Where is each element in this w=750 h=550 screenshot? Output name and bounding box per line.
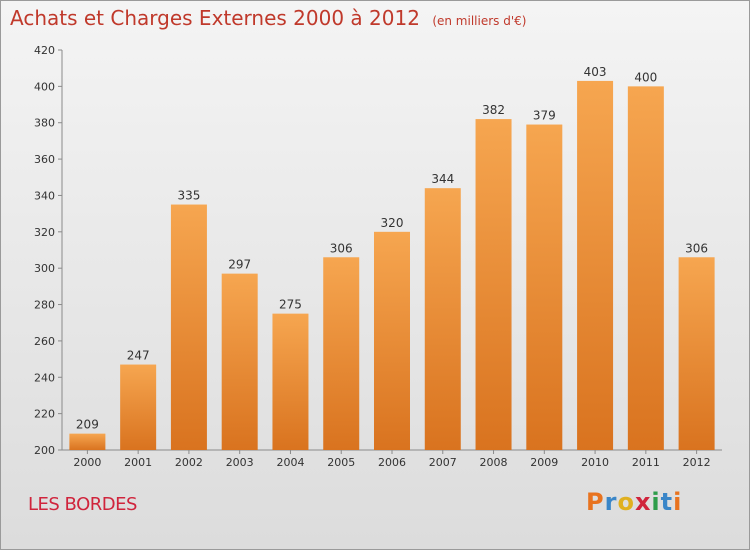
x-tick-label: 2012 bbox=[683, 456, 711, 469]
data-label: 335 bbox=[177, 189, 200, 203]
y-tick-label: 240 bbox=[34, 371, 55, 384]
x-tick-label: 2010 bbox=[581, 456, 609, 469]
proxiti-logo: Proxiti bbox=[586, 488, 682, 516]
y-tick-label: 320 bbox=[34, 226, 55, 239]
x-tick-label: 2011 bbox=[632, 456, 660, 469]
x-tick-label: 2008 bbox=[480, 456, 508, 469]
bar-2006 bbox=[374, 231, 410, 450]
x-tick-label: 2003 bbox=[226, 456, 254, 469]
bar-2005 bbox=[323, 257, 360, 450]
chart-subtitle: (en milliers d'€) bbox=[432, 14, 527, 28]
data-label: 320 bbox=[381, 216, 404, 230]
y-tick-label: 380 bbox=[34, 117, 55, 130]
y-tick-label: 420 bbox=[34, 44, 55, 57]
x-tick-label: 2006 bbox=[378, 456, 406, 469]
logo-letter: o bbox=[617, 488, 635, 516]
y-tick-label: 400 bbox=[34, 80, 55, 93]
x-tick-label: 2002 bbox=[175, 456, 203, 469]
data-label: 382 bbox=[482, 103, 505, 117]
bar-2001 bbox=[120, 364, 157, 450]
bar-2012 bbox=[678, 257, 715, 450]
bar-2007 bbox=[424, 188, 461, 450]
y-tick-label: 340 bbox=[34, 189, 55, 202]
bar-2008 bbox=[475, 119, 512, 450]
bar-2010 bbox=[577, 80, 614, 450]
commune-name: LES BORDES bbox=[28, 494, 137, 515]
logo-letter: P bbox=[586, 488, 605, 516]
y-tick-label: 360 bbox=[34, 153, 55, 166]
data-label: 400 bbox=[634, 70, 657, 84]
y-tick-label: 260 bbox=[34, 335, 55, 348]
logo-letter: x bbox=[634, 488, 652, 516]
y-tick-label: 280 bbox=[34, 299, 55, 312]
data-label: 275 bbox=[279, 298, 302, 312]
x-tick-label: 2004 bbox=[276, 456, 304, 469]
bar-2011 bbox=[627, 86, 664, 450]
y-tick-label: 300 bbox=[34, 262, 55, 275]
y-tick-label: 220 bbox=[34, 408, 55, 421]
bar-2000 bbox=[69, 433, 106, 450]
bar-2003 bbox=[221, 273, 258, 450]
x-tick-label: 2000 bbox=[73, 456, 101, 469]
x-tick-label: 2009 bbox=[530, 456, 558, 469]
bar-2009 bbox=[526, 124, 563, 450]
data-label: 209 bbox=[76, 418, 99, 432]
logo-letter: i bbox=[673, 488, 683, 516]
data-label: 306 bbox=[685, 241, 708, 255]
data-label: 297 bbox=[228, 258, 251, 272]
y-tick-label: 200 bbox=[34, 444, 55, 457]
bars bbox=[69, 80, 715, 450]
data-label: 379 bbox=[533, 109, 556, 123]
data-label: 344 bbox=[431, 172, 454, 186]
data-label: 247 bbox=[127, 349, 150, 363]
x-tick-label: 2007 bbox=[429, 456, 457, 469]
x-tick-label: 2001 bbox=[124, 456, 152, 469]
data-label: 306 bbox=[330, 241, 353, 255]
data-label: 403 bbox=[584, 65, 607, 79]
bar-2004 bbox=[272, 313, 309, 450]
x-tick-label: 2005 bbox=[327, 456, 355, 469]
chart-title: Achats et Charges Externes 2000 à 2012 (… bbox=[10, 6, 526, 30]
logo-letter: t bbox=[660, 488, 674, 516]
logo-letter: i bbox=[651, 488, 661, 516]
value-labels: 209 247 335 297 275 306 320 344 382 379 403 400 306 bbox=[76, 65, 708, 432]
bar-2002 bbox=[170, 204, 207, 450]
chart-title-text: Achats et Charges Externes 2000 à 2012 bbox=[10, 6, 420, 30]
logo-letter: r bbox=[604, 488, 618, 516]
